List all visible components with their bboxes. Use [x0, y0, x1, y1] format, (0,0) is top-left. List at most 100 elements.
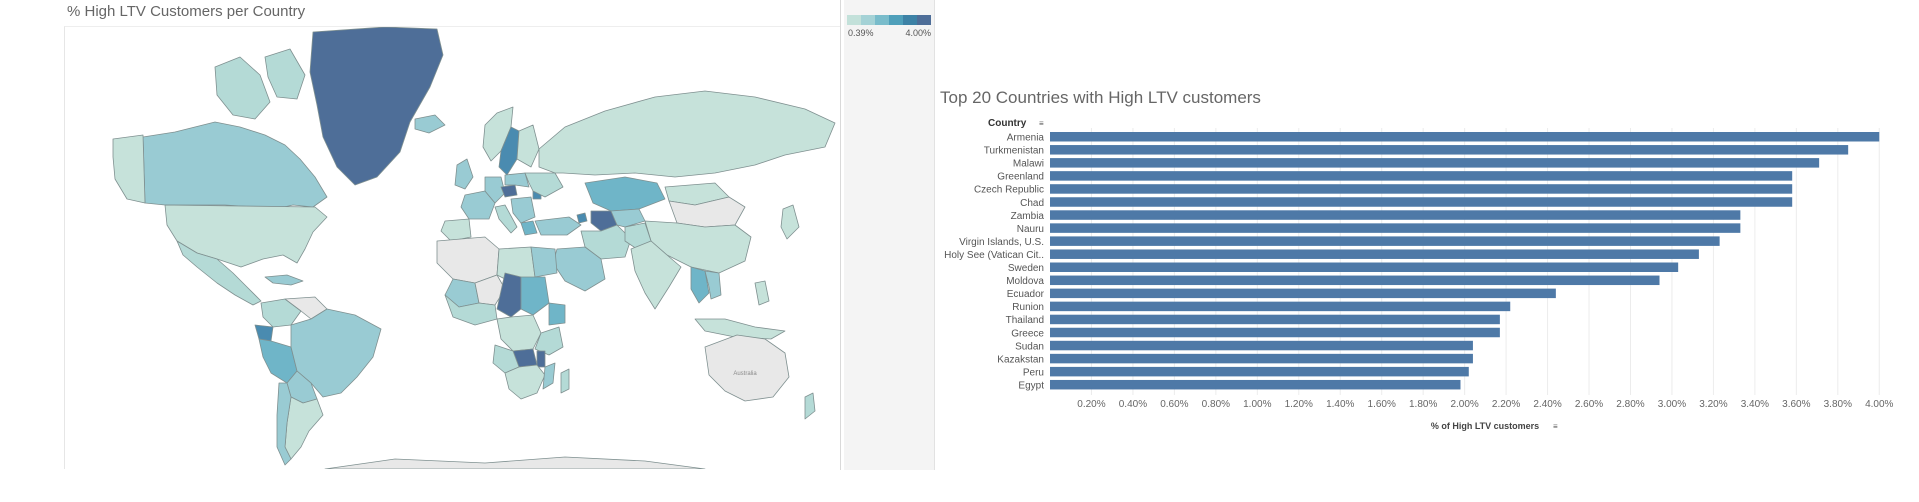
australia-label: Australia — [733, 371, 757, 377]
country-malawi[interactable] — [536, 350, 546, 368]
country-turkey[interactable] — [534, 216, 582, 236]
legend-swatch-0 — [847, 15, 861, 25]
map-title: % High LTV Customers per Country — [67, 3, 306, 20]
sort-icon[interactable]: ≡ — [1039, 119, 1044, 128]
country-southern-africa[interactable] — [504, 364, 546, 400]
bar-10[interactable] — [1050, 262, 1679, 273]
bar-2[interactable] — [1050, 158, 1820, 168]
bar-label-7: Nauru — [1017, 224, 1044, 235]
x-axis-sort-icon[interactable]: ≡ — [1553, 422, 1558, 431]
bar-0[interactable] — [1050, 132, 1880, 142]
bar-label-19: Egypt — [1018, 380, 1044, 391]
country-russia[interactable] — [538, 90, 836, 178]
bar-15[interactable] — [1050, 327, 1500, 338]
country-spain[interactable] — [440, 218, 472, 242]
country-madagascar[interactable] — [560, 368, 570, 394]
country-philippines[interactable] — [754, 280, 770, 306]
country-balkans[interactable] — [510, 196, 536, 224]
country-vietnam[interactable] — [704, 270, 722, 300]
bar-6[interactable] — [1050, 210, 1741, 220]
x-tick-label-17: 3.60% — [1782, 399, 1810, 410]
country-congo[interactable] — [496, 314, 542, 352]
country-greece[interactable] — [520, 220, 538, 236]
country-czech-republic[interactable] — [500, 184, 518, 198]
choropleth-map[interactable]: Australia — [64, 26, 841, 469]
x-tick-label-14: 3.00% — [1658, 399, 1686, 410]
bar-14[interactable] — [1050, 314, 1500, 325]
legend-min-label: 0.39% — [848, 28, 874, 38]
world-map-svg[interactable]: Australia — [65, 27, 841, 469]
country-italy[interactable] — [494, 204, 518, 234]
legend-swatch-4 — [903, 15, 917, 25]
country-australia[interactable] — [704, 334, 790, 402]
country-kazakstan[interactable] — [584, 176, 666, 212]
bar-7[interactable] — [1050, 223, 1741, 233]
country-alaska[interactable] — [112, 134, 146, 204]
country-united-kingdom[interactable] — [454, 158, 474, 190]
country-ecuador[interactable] — [254, 324, 274, 342]
country-argentina[interactable] — [284, 396, 324, 460]
bar-label-15: Greece — [1011, 328, 1044, 339]
country-sudan[interactable] — [520, 276, 550, 316]
country-uzbekistan[interactable] — [610, 208, 646, 228]
country-egypt[interactable] — [530, 246, 558, 278]
bar-label-16: Sudan — [1015, 341, 1044, 352]
country-mexico[interactable] — [176, 240, 262, 306]
country-iceland[interactable] — [414, 114, 446, 134]
country-germany[interactable] — [484, 176, 506, 204]
x-tick-label-16: 3.40% — [1741, 399, 1769, 410]
bar-label-5: Chad — [1020, 198, 1044, 209]
country-japan[interactable] — [780, 204, 800, 240]
country-antarctica — [324, 456, 706, 469]
bar-9[interactable] — [1050, 249, 1699, 259]
country-canada-arctic-2[interactable] — [264, 48, 306, 100]
bar-label-11: Moldova — [1006, 276, 1044, 287]
country-new-zealand[interactable] — [804, 392, 816, 420]
bar-11[interactable] — [1050, 275, 1660, 286]
country-west-africa[interactable] — [444, 294, 498, 326]
country-armenia[interactable] — [576, 212, 588, 224]
x-tick-label-0: 0.20% — [1077, 399, 1105, 410]
bar-8[interactable] — [1050, 236, 1720, 246]
country-ukraine[interactable] — [524, 172, 564, 198]
x-tick-label-12: 2.60% — [1575, 399, 1603, 410]
country-chad[interactable] — [496, 272, 522, 318]
bar-13[interactable] — [1050, 301, 1511, 312]
x-axis-label: % of High LTV customers — [1431, 421, 1539, 431]
bar-chart[interactable]: Country ≡ Armenia Turkmenistan Malawi Greenla… — [930, 110, 1910, 435]
x-tick-label-7: 1.60% — [1368, 399, 1396, 410]
bar-12[interactable] — [1050, 288, 1556, 299]
bar-3[interactable] — [1050, 171, 1793, 181]
bar-label-8: Virgin Islands, U.S. — [959, 237, 1044, 248]
country-canada-arctic[interactable] — [214, 56, 271, 120]
bar-18[interactable] — [1050, 366, 1469, 377]
country-canada[interactable] — [142, 121, 328, 210]
x-tick-label-3: 0.80% — [1202, 399, 1230, 410]
bar-label-13: Runion — [1012, 302, 1044, 313]
bar-1[interactable] — [1050, 145, 1849, 155]
country-greenland[interactable] — [309, 27, 444, 186]
country-ethiopia[interactable] — [548, 302, 566, 326]
bar-label-4: Czech Republic — [974, 185, 1044, 196]
country-thailand[interactable] — [690, 266, 710, 304]
bar-chart-title: Top 20 Countries with High LTV customers — [940, 88, 1261, 107]
country-india[interactable] — [630, 240, 682, 310]
country-chile[interactable] — [276, 382, 292, 466]
bar-4[interactable] — [1050, 184, 1793, 194]
bar-16[interactable] — [1050, 340, 1473, 351]
bar-5[interactable] — [1050, 197, 1793, 207]
country-finland[interactable] — [516, 124, 540, 168]
legend-max-label: 4.00% — [905, 28, 931, 38]
country-cuba[interactable] — [264, 274, 304, 286]
bar-17[interactable] — [1050, 353, 1473, 364]
bar-19[interactable] — [1050, 379, 1461, 390]
country-indonesia[interactable] — [694, 318, 786, 340]
country-poland[interactable] — [504, 172, 530, 188]
country-morocco-algeria[interactable] — [436, 236, 500, 284]
panel-divider — [840, 0, 841, 470]
country-tanzania[interactable] — [534, 326, 564, 356]
country-mozambique[interactable] — [542, 362, 556, 390]
bar-label-1: Turkmenistan — [984, 146, 1044, 157]
x-tick-label-19: 4.00% — [1865, 399, 1893, 410]
x-tick-label-11: 2.40% — [1533, 399, 1561, 410]
